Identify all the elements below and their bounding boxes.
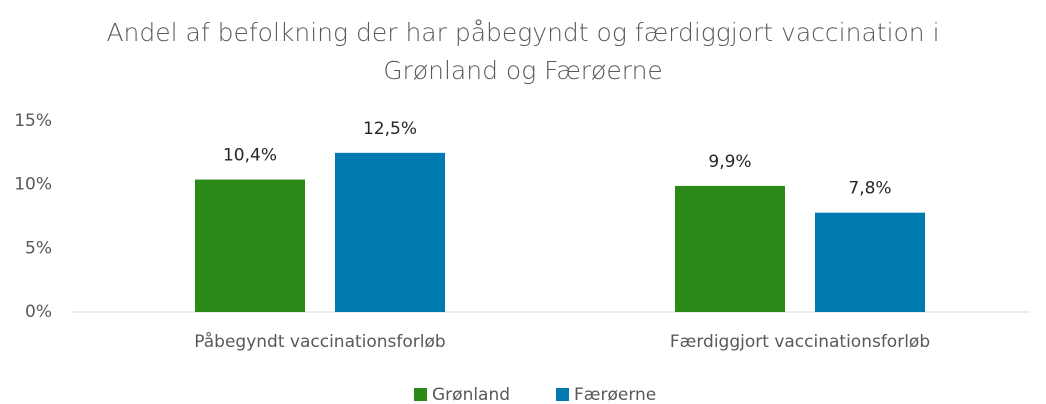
bar [335, 152, 445, 312]
chart-title: Andel af befolkning der har påbegyndt og… [106, 18, 940, 85]
bar [195, 179, 305, 312]
y-tick-label: 10% [14, 175, 52, 195]
value-label: 10,4% [223, 146, 277, 166]
value-label: 12,5% [363, 119, 417, 139]
y-tick-label: 15% [14, 111, 52, 131]
legend-swatch [414, 388, 427, 401]
y-tick-label: 5% [25, 238, 52, 258]
bar [675, 185, 785, 312]
value-label: 7,8% [848, 179, 891, 199]
x-tick-label: Påbegyndt vaccinationsforløb [194, 331, 445, 352]
legend-label: Færøerne [574, 385, 656, 404]
x-tick-label: Færdiggjort vaccinationsforløb [670, 332, 930, 352]
legend-label: Grønland [432, 385, 510, 404]
legend-swatch [556, 388, 569, 401]
y-tick-label: 0% [25, 302, 52, 322]
bar [815, 212, 925, 312]
value-label: 9,9% [708, 152, 751, 172]
